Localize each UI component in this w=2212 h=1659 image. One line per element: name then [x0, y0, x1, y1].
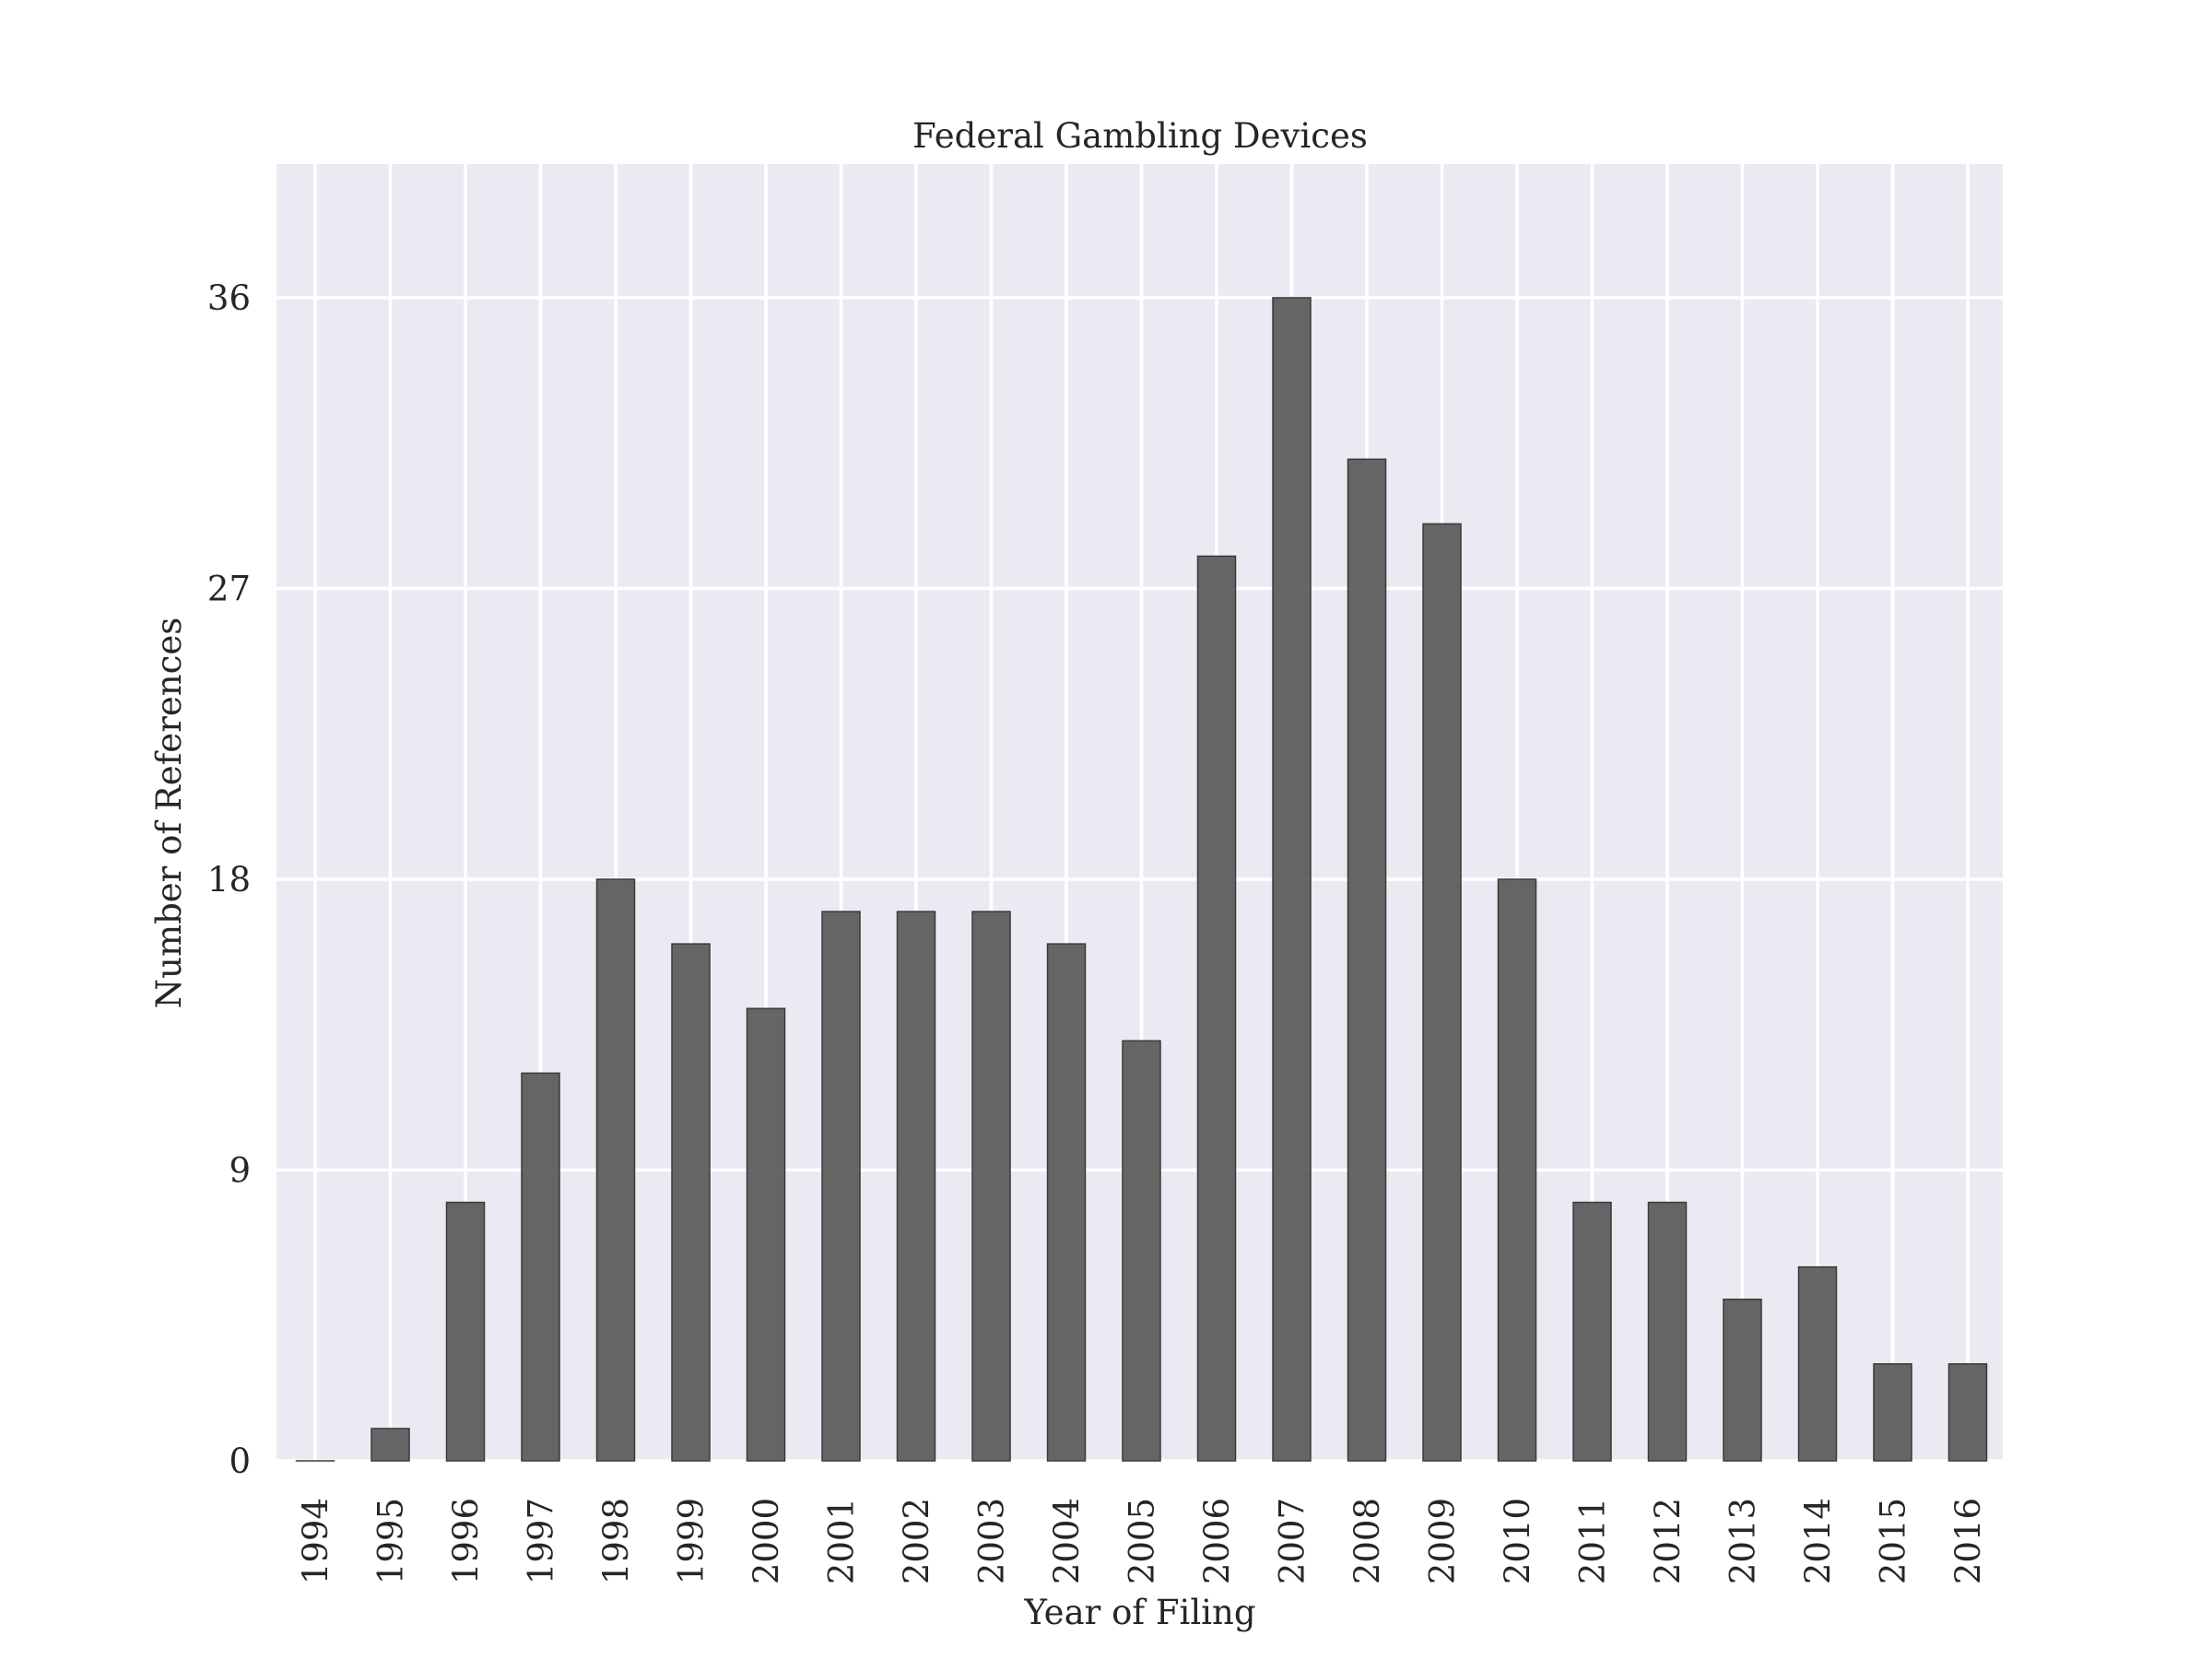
bar-2015: [1873, 1363, 1912, 1462]
bar-2000: [746, 1007, 786, 1462]
bar-1998: [595, 878, 636, 1462]
bar-2013: [1723, 1298, 1762, 1462]
bar-1996: [445, 1201, 486, 1462]
x-tick-label: 2011: [1573, 1498, 1613, 1584]
x-tick-label: 1995: [371, 1498, 411, 1584]
bar-2016: [1947, 1363, 1988, 1462]
y-axis-label: Number of References: [149, 618, 189, 1008]
bar-2004: [1046, 943, 1087, 1462]
bar-2006: [1196, 555, 1237, 1462]
y-axis-ticks: 0 9 18 27 36: [207, 278, 251, 1481]
x-tick-label: 2012: [1648, 1498, 1688, 1584]
bar-1995: [371, 1428, 410, 1462]
bar-2008: [1347, 458, 1387, 1462]
x-tick-label: 1999: [672, 1498, 712, 1584]
bar-2001: [821, 911, 861, 1462]
x-tick-label: 2008: [1347, 1498, 1387, 1584]
bar-2010: [1497, 878, 1537, 1462]
bar-2014: [1797, 1265, 1838, 1462]
bar-2005: [1122, 1040, 1161, 1462]
x-axis-ticks: 1994 1995 1996 1997 1998 1999 2000 2001 2002 2003…: [296, 1498, 1988, 1584]
chart-title: Federal Gambling Devices: [912, 116, 1368, 156]
y-tick-label: 36: [207, 278, 251, 318]
x-tick-label: 2016: [1948, 1498, 1988, 1584]
x-tick-label: 2014: [1798, 1498, 1838, 1584]
bars: [295, 297, 1988, 1462]
bar-1999: [671, 943, 711, 1462]
bar-2003: [971, 911, 1011, 1462]
bar-2011: [1572, 1201, 1612, 1462]
x-tick-label: 2015: [1874, 1498, 1913, 1584]
bar-2012: [1647, 1201, 1688, 1462]
x-tick-label: 1997: [522, 1498, 561, 1584]
x-tick-label: 1998: [596, 1498, 636, 1584]
x-axis-label: Year of Filing: [1023, 1593, 1255, 1632]
x-tick-label: 2002: [897, 1498, 936, 1584]
x-tick-label: 1996: [446, 1498, 486, 1584]
bar-2007: [1272, 297, 1312, 1462]
bar-2009: [1422, 523, 1462, 1462]
x-tick-label: 2013: [1724, 1498, 1763, 1584]
y-tick-label: 18: [207, 860, 251, 900]
x-tick-label: 2005: [1123, 1498, 1162, 1584]
y-tick-label: 0: [229, 1441, 251, 1481]
x-tick-label: 2010: [1498, 1498, 1537, 1584]
x-tick-label: 2003: [972, 1498, 1012, 1584]
y-tick-label: 27: [207, 570, 251, 609]
x-tick-label: 2001: [822, 1498, 862, 1584]
bar-2002: [896, 911, 936, 1462]
y-tick-label: 9: [229, 1151, 251, 1191]
x-tick-label: 1994: [296, 1498, 335, 1584]
x-tick-label: 2006: [1197, 1498, 1237, 1584]
x-tick-label: 2009: [1423, 1498, 1463, 1584]
bar-1997: [521, 1072, 560, 1462]
x-tick-label: 2007: [1273, 1498, 1312, 1584]
x-tick-label: 2000: [747, 1498, 786, 1584]
x-tick-label: 2004: [1047, 1498, 1087, 1584]
